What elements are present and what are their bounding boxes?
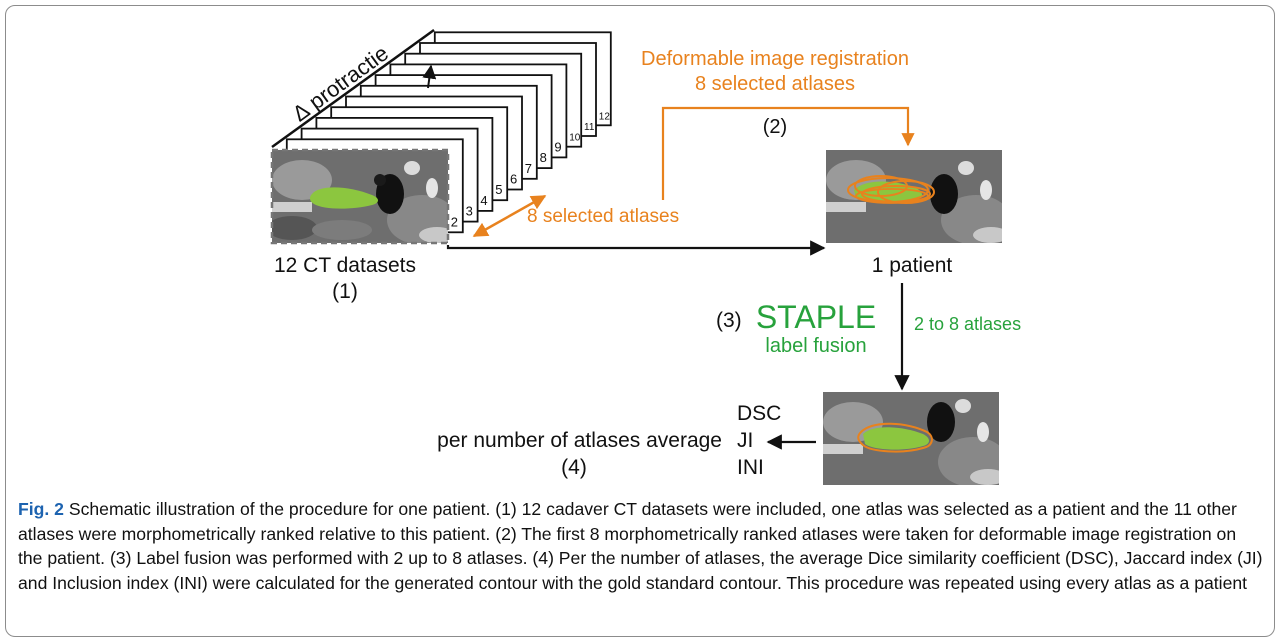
stack-number: 12	[599, 111, 611, 122]
protractie-axis	[271, 28, 435, 149]
figure-number: Fig. 2	[18, 499, 64, 519]
registration-title: Deformable image registration	[641, 48, 909, 70]
average-label: per number of atlases average	[437, 429, 722, 452]
label-fusion-label: label fusion	[765, 335, 866, 357]
stack-number: 2	[451, 214, 458, 229]
figure-caption: Fig. 2 Schematic illustration of the pro…	[18, 497, 1263, 595]
patient-ct-image	[826, 150, 1002, 243]
selected-atlases-label: 8 selected atlases	[527, 206, 679, 227]
stack-number: 3	[466, 204, 473, 219]
stack-number: 6	[510, 172, 517, 187]
selected-atlases-arrow	[472, 194, 547, 238]
registration-path	[661, 106, 915, 200]
result-ct-image	[823, 392, 999, 485]
step-3-label: (3)	[716, 309, 742, 332]
registration-subtitle: 8 selected atlases	[695, 73, 855, 95]
stack-number: 10	[569, 133, 581, 144]
front-ct-image	[270, 148, 450, 245]
axis-up-arrow	[422, 64, 437, 89]
stack-number: 5	[495, 182, 502, 197]
stack-number: 7	[525, 161, 532, 176]
stack-number: 8	[540, 150, 547, 165]
registration-arrow	[446, 240, 826, 256]
step-2-label: (2)	[763, 116, 787, 138]
stack-number: 4	[480, 193, 487, 208]
caption-text: Schematic illustration of the procedure …	[18, 499, 1263, 593]
stack-number: 11	[584, 122, 595, 133]
patient-label: 1 patient	[872, 254, 953, 277]
stack-number: 9	[554, 139, 561, 154]
figure-frame	[5, 5, 1275, 637]
step-1-label: (1)	[332, 280, 358, 303]
metric-ji: JI	[737, 429, 753, 452]
dataset-label: 12 CT datasets	[274, 254, 416, 277]
atlas-range-label: 2 to 8 atlases	[914, 314, 1021, 334]
step-4-label: (4)	[561, 456, 587, 479]
metric-dsc: DSC	[737, 402, 781, 425]
staple-label: STAPLE	[756, 299, 876, 335]
metric-ini: INI	[737, 456, 764, 479]
